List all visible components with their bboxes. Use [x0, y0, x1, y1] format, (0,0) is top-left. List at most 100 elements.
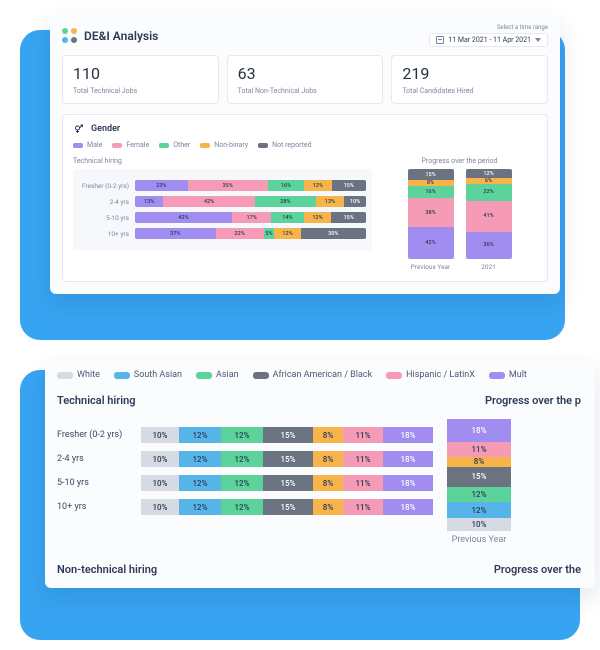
legend-item[interactable]: Non-binary	[200, 141, 248, 149]
bar-row: 2-4 yrs10%12%12%15%8%11%18%	[57, 451, 433, 467]
legend-swatch	[258, 143, 268, 148]
progress-column: 12%6%22%41%36%2021	[465, 169, 513, 271]
bar-segment: 10%	[141, 427, 179, 443]
bar-segment: 15%	[263, 499, 313, 515]
bar-row-label: Fresher (0-2 yrs)	[57, 430, 135, 440]
bar-row: 10+ yrs10%12%12%15%8%11%18%	[57, 499, 433, 515]
legend-item[interactable]: Other	[159, 141, 190, 149]
legend-item[interactable]: South Asian	[114, 370, 182, 380]
dei-panel-ethnicity: White South Asian Asian African American / …	[45, 360, 595, 588]
bar-segment: 10%	[141, 499, 179, 515]
legend-label: Male	[87, 141, 102, 149]
time-range-label: Select a time range	[429, 24, 548, 31]
bar-segment: 18%	[383, 499, 433, 515]
bar-segment: 15%	[263, 427, 313, 443]
kpi-row: 110Total Technical Jobs63Total Non-Techn…	[62, 55, 548, 104]
kpi-value: 63	[238, 64, 373, 83]
bar-segment: 12%	[304, 180, 331, 191]
bar-segment: 8%	[313, 427, 343, 443]
legend-swatch	[196, 372, 212, 379]
stack-caption: 2021	[481, 263, 496, 271]
stack-segment: 12%	[447, 487, 511, 503]
bar-segment: 8%	[313, 475, 343, 491]
bar-row-label: 5-10 yrs	[77, 214, 131, 222]
legend-item[interactable]: Male	[73, 141, 102, 149]
kpi-value: 110	[73, 64, 208, 83]
legend-label: Other	[173, 141, 190, 149]
bar-segment: 17%	[232, 212, 271, 223]
legend-item[interactable]: Mult	[489, 370, 527, 380]
bar-segment: 22%	[216, 228, 264, 239]
bar-segment: 18%	[383, 427, 433, 443]
legend-label: Non-binary	[214, 141, 248, 149]
legend-item[interactable]: Hispanic / LatinX	[386, 370, 475, 380]
bar-segment: 11%	[343, 427, 383, 443]
gender-legend: Male Female Other Non-binary Not reported	[73, 141, 537, 149]
legend-label: Hispanic / LatinX	[406, 370, 475, 380]
technical-hiring-bars: Fresher (0-2 yrs)23%35%16%12%15%2-4 yrs1…	[73, 169, 372, 250]
bar-segment: 12%	[221, 499, 263, 515]
legend-swatch	[73, 143, 83, 148]
legend-swatch	[386, 372, 402, 379]
legend-swatch	[112, 143, 122, 148]
progress-heading-2: Progress over the p	[485, 394, 581, 407]
technical-hiring-heading-2: Technical hiring	[57, 394, 136, 407]
stack-segment: 16%	[408, 186, 454, 198]
dei-panel-gender: DE&I Analysis Select a time range 11 Mar…	[50, 14, 560, 294]
chevron-down-icon	[535, 38, 541, 42]
bar-row: 10+ yrs37%22%5%12%30%	[77, 228, 366, 239]
progress-stacks: 15%8%16%38%42%Previous Year12%6%22%41%36…	[382, 169, 537, 271]
legend-label: White	[77, 370, 100, 380]
bar-row: Fresher (0-2 yrs)10%12%12%15%8%11%18%	[57, 427, 433, 443]
stack-caption: Previous Year	[447, 535, 511, 545]
legend-swatch	[159, 143, 169, 148]
bar-segment: 5%	[264, 228, 275, 239]
stack-segment: 15%	[447, 467, 511, 487]
legend-label: African American / Black	[273, 370, 373, 380]
kpi-card: 63Total Non-Technical Jobs	[227, 55, 384, 104]
bar-segment: 12%	[179, 451, 221, 467]
bar-row-label: Fresher (0-2 yrs)	[77, 182, 131, 190]
ethnicity-progress-stack: 18%11%8%15%12%12%10% Previous Year	[447, 419, 511, 545]
bar-segment: 11%	[343, 451, 383, 467]
legend-item[interactable]: White	[57, 370, 100, 380]
bar-segment: 15%	[332, 180, 366, 191]
legend-swatch	[200, 143, 210, 148]
bar-segment: 8%	[313, 451, 343, 467]
legend-item[interactable]: Asian	[196, 370, 239, 380]
ethnicity-legend: White South Asian Asian African American / …	[57, 370, 595, 380]
bar-segment: 42%	[135, 212, 232, 223]
legend-item[interactable]: Female	[112, 141, 149, 149]
legend-item[interactable]: Not reported	[258, 141, 311, 149]
bar-segment: 18%	[383, 451, 433, 467]
stack-caption: Previous Year	[411, 263, 451, 271]
bar-segment: 15%	[263, 475, 313, 491]
progress-heading: Progress over the period	[382, 157, 537, 165]
bar-segment: 10%	[344, 196, 366, 207]
technical-hiring-heading: Technical hiring	[73, 157, 372, 165]
bar-segment: 15%	[331, 212, 366, 223]
calendar-icon	[436, 36, 444, 44]
time-range-picker[interactable]: Select a time range 11 Mar 2021 - 11 Apr…	[429, 24, 548, 47]
stack-segment: 12%	[466, 169, 512, 178]
legend-item[interactable]: African American / Black	[253, 370, 373, 380]
kpi-value: 219	[402, 64, 537, 83]
kpi-card: 219Total Candidates Hired	[391, 55, 548, 104]
bar-row: 5-10 yrs42%17%14%12%15%	[77, 212, 366, 223]
bar-segment: 11%	[343, 499, 383, 515]
legend-swatch	[114, 372, 130, 379]
legend-label: Not reported	[272, 141, 311, 149]
bar-segment: 12%	[179, 499, 221, 515]
bar-row-label: 2-4 yrs	[57, 454, 135, 464]
legend-label: Female	[126, 141, 149, 149]
legend-swatch	[57, 372, 73, 379]
bar-segment: 42%	[163, 196, 255, 207]
bar-segment: 30%	[301, 228, 366, 239]
legend-swatch	[489, 372, 505, 379]
legend-label: Mult	[509, 370, 527, 380]
product-logo	[62, 28, 78, 44]
stack-segment: 38%	[408, 198, 454, 227]
bar-row-label: 5-10 yrs	[57, 478, 135, 488]
bar-segment: 12%	[274, 228, 300, 239]
section-title: Gender	[91, 124, 120, 134]
